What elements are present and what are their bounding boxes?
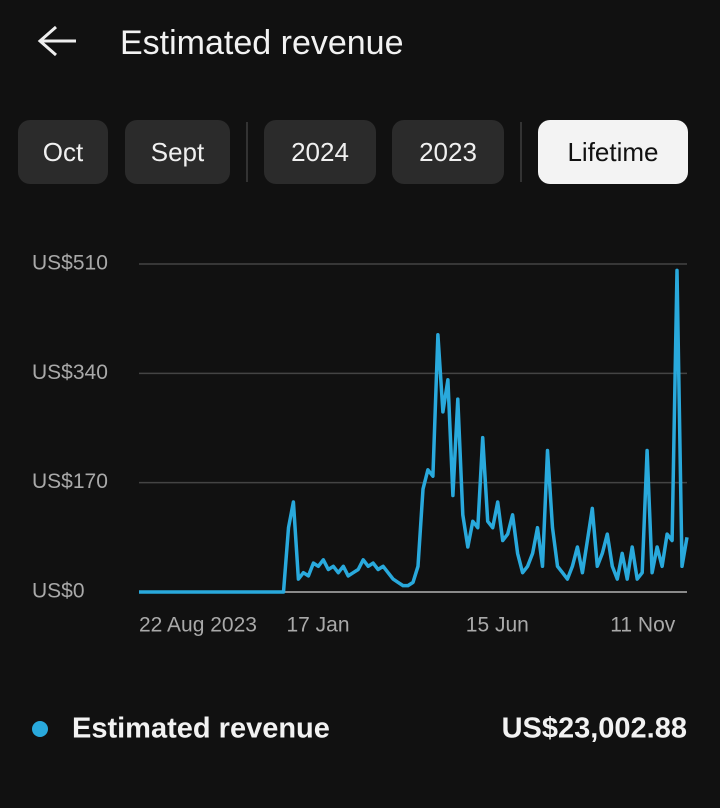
x-tick-label: 15 Jun	[466, 614, 529, 637]
y-tick-label: US$340	[32, 361, 108, 384]
legend-label: Estimated revenue	[72, 713, 330, 745]
revenue-line	[139, 268, 689, 594]
legend-dot	[32, 721, 48, 737]
page-title: Estimated revenue	[120, 24, 404, 62]
divider	[520, 122, 522, 182]
x-tick-label: 22 Aug 2023	[139, 614, 257, 637]
filter-chip[interactable]: Lifetime	[538, 120, 688, 184]
filter-chip[interactable]: 2024	[264, 120, 376, 184]
total-value: US$23,002.88	[502, 713, 687, 745]
filter-chip[interactable]: Sept	[125, 120, 230, 184]
x-tick-label: 11 Nov	[610, 614, 675, 637]
back-button[interactable]	[36, 24, 78, 58]
divider	[246, 122, 248, 182]
filter-chip[interactable]: Oct	[18, 120, 108, 184]
y-tick-label: US$170	[32, 470, 108, 493]
y-tick-label: US$510	[32, 252, 108, 275]
x-tick-label: 17 Jan	[286, 614, 349, 637]
filter-chip[interactable]: 2023	[392, 120, 504, 184]
y-tick-label: US$0	[32, 580, 85, 603]
